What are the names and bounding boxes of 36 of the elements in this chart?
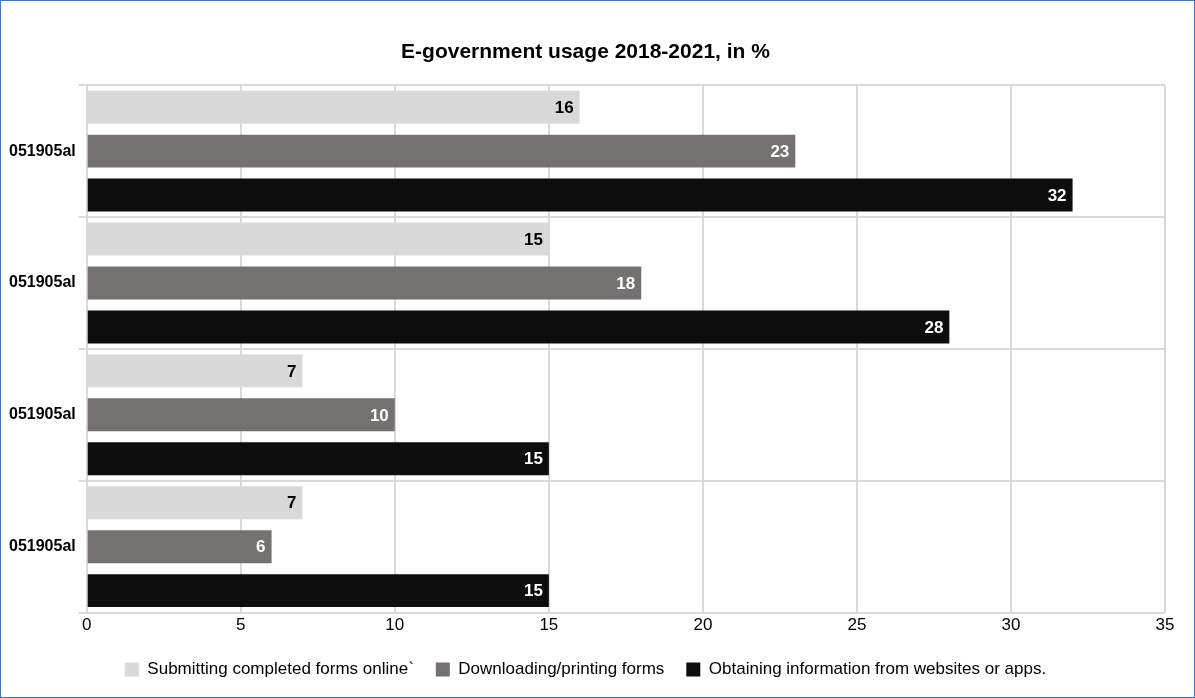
bar	[87, 310, 950, 344]
data-label: 28	[924, 317, 944, 337]
data-label: 7	[286, 361, 297, 381]
bar	[87, 442, 549, 476]
y-tick-label: 051905al	[9, 141, 76, 159]
data-label: 23	[770, 141, 790, 161]
data-label: 15	[523, 229, 543, 249]
x-tick-label: 20	[693, 615, 713, 635]
bar	[87, 266, 642, 300]
x-tick-label: 0	[82, 615, 92, 635]
y-tick-label: 051905al	[9, 405, 76, 423]
x-tick-label: 30	[1001, 615, 1021, 635]
data-label: 18	[616, 273, 636, 293]
bar	[87, 398, 395, 432]
bar	[87, 530, 272, 564]
x-tick-label: 10	[385, 615, 405, 635]
y-tick-label: 051905al	[9, 537, 76, 555]
x-tick-label: 5	[236, 615, 246, 635]
legend-label: Downloading/printing forms	[458, 659, 665, 679]
data-label: 15	[523, 449, 543, 469]
data-label: 15	[523, 581, 543, 601]
x-tick-label: 25	[847, 615, 867, 635]
data-label: 16	[554, 97, 574, 117]
data-label: 32	[1047, 185, 1067, 205]
bar	[87, 134, 796, 168]
chart-title: E-government usage 2018-2021, in %	[401, 39, 771, 63]
x-tick-label: 35	[1155, 615, 1175, 635]
bar	[87, 178, 1073, 212]
x-tick-label: 15	[539, 615, 559, 635]
data-label: 6	[256, 537, 266, 557]
y-tick-label: 051905al	[9, 273, 76, 291]
legend-label: Obtaining information from websites or apps.	[708, 659, 1047, 679]
bar	[87, 574, 549, 608]
data-label: 7	[286, 493, 297, 513]
legend-label: Submitting completed forms online`	[147, 659, 414, 679]
data-label: 10	[369, 405, 389, 425]
